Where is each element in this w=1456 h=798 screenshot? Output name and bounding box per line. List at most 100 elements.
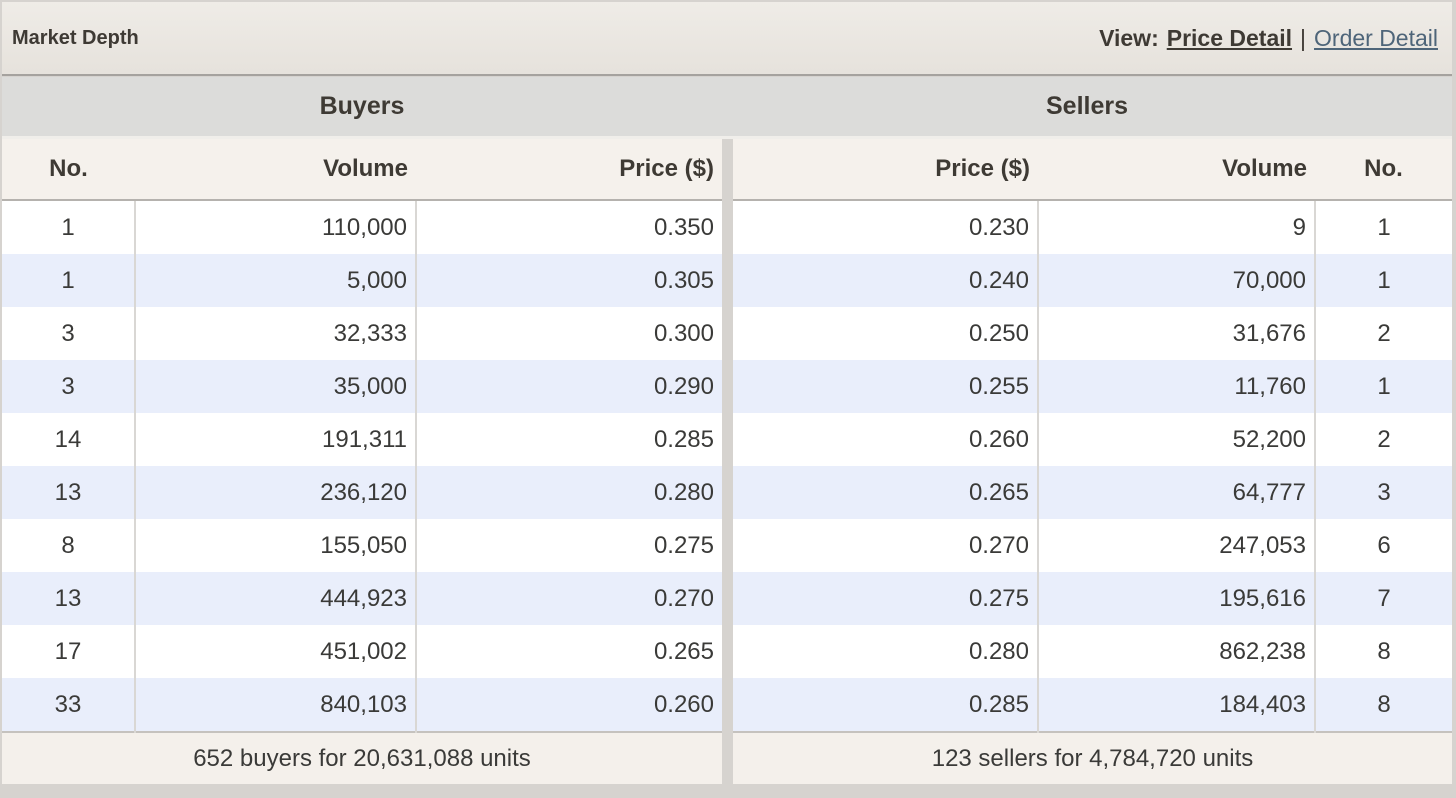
table-cell: 32,333 (134, 307, 416, 360)
table-cell: 0.350 (415, 200, 722, 254)
table-row: 3 32,333 0.300 (2, 307, 722, 360)
view-label: View: (1099, 24, 1159, 51)
table-cell: 7 (1314, 572, 1452, 625)
table-cell: 0.275 (733, 572, 1038, 625)
table-cell: 195,616 (1037, 572, 1315, 625)
table-cell: 0.280 (733, 625, 1038, 678)
table-cell: 13 (2, 572, 135, 625)
depth-tables: No. Volume Price ($) 1 110,000 0.350 1 5,000… (2, 139, 1452, 784)
buyers-section-title: Buyers (319, 92, 405, 120)
table-row: 13 444,923 0.270 (2, 572, 722, 625)
table-cell: 64,777 (1037, 466, 1315, 519)
table-row: 0.285 184,403 8 (733, 678, 1452, 732)
table-cell: 13 (2, 466, 135, 519)
table-row: 0.265 64,777 3 (733, 466, 1452, 519)
table-cell: 0.240 (733, 254, 1038, 307)
table-cell: 451,002 (134, 625, 416, 678)
table-cell: 5,000 (134, 254, 416, 307)
buyers-col-price: Price ($) (416, 139, 722, 201)
table-cell: 862,238 (1037, 625, 1315, 678)
sellers-summary: 123 sellers for 4,784,720 units (733, 731, 1452, 784)
table-cell: 6 (1314, 519, 1452, 572)
table-cell: 33 (2, 678, 135, 732)
table-cell: 0.285 (733, 678, 1038, 732)
table-cell: 31,676 (1037, 307, 1315, 360)
table-cell: 0.300 (415, 307, 722, 360)
table-cell: 0.265 (415, 625, 722, 678)
sellers-table: Price ($) Volume No. 0.230 9 1 0.240 70,000 1… (733, 139, 1452, 784)
table-cell: 0.230 (733, 200, 1038, 254)
table-row: 0.230 9 1 (733, 200, 1452, 254)
table-cell: 236,120 (134, 466, 416, 519)
table-row: 0.240 70,000 1 (733, 254, 1452, 307)
view-link-price-detail[interactable]: Price Detail (1166, 24, 1293, 51)
table-cell: 1 (2, 254, 135, 307)
buyers-summary: 652 buyers for 20,631,088 units (2, 731, 722, 784)
table-cell: 1 (1314, 360, 1452, 413)
table-cell: 1 (1314, 254, 1452, 307)
table-row: 0.270 247,053 6 (733, 519, 1452, 572)
titlebar: Market Depth View: Price Detail | Order … (2, 2, 1452, 76)
table-row: 0.250 31,676 2 (733, 307, 1452, 360)
table-cell: 444,923 (134, 572, 416, 625)
table-cell: 70,000 (1037, 254, 1315, 307)
table-cell: 155,050 (134, 519, 416, 572)
table-cell: 1 (1314, 200, 1452, 254)
table-cell: 0.270 (733, 519, 1038, 572)
buyers-header-row: No. Volume Price ($) (2, 139, 722, 201)
table-cell: 0.285 (415, 413, 722, 466)
buyers-col-no: No. (2, 139, 135, 201)
table-row: 14 191,311 0.285 (2, 413, 722, 466)
sellers-header-row: Price ($) Volume No. (733, 139, 1452, 201)
sellers-col-volume: Volume (1038, 139, 1315, 201)
table-cell: 8 (1314, 625, 1452, 678)
page-title: Market Depth (12, 26, 139, 49)
table-cell: 9 (1037, 200, 1315, 254)
table-cell: 0.280 (415, 466, 722, 519)
table-cell: 110,000 (134, 200, 416, 254)
view-link-order-detail[interactable]: Order Detail (1314, 24, 1438, 51)
table-cell: 0.255 (733, 360, 1038, 413)
buyers-table: No. Volume Price ($) 1 110,000 0.350 1 5,000… (2, 139, 722, 784)
table-cell: 0.305 (415, 254, 722, 307)
table-cell: 17 (2, 625, 135, 678)
table-cell: 0.290 (415, 360, 722, 413)
table-row: 1 5,000 0.305 (2, 254, 722, 307)
table-row: 17 451,002 0.265 (2, 625, 722, 678)
table-cell: 0.260 (415, 678, 722, 732)
buyers-summary-row: 652 buyers for 20,631,088 units (2, 731, 722, 784)
table-row: 0.255 11,760 1 (733, 360, 1452, 413)
table-row: 3 35,000 0.290 (2, 360, 722, 413)
table-gutter (722, 139, 733, 784)
table-cell: 0.260 (733, 413, 1038, 466)
table-cell: 11,760 (1037, 360, 1315, 413)
table-cell: 52,200 (1037, 413, 1315, 466)
table-cell: 14 (2, 413, 135, 466)
table-cell: 3 (2, 360, 135, 413)
buyers-col-volume: Volume (135, 139, 416, 201)
table-cell: 3 (2, 307, 135, 360)
sellers-section-title: Sellers (1045, 92, 1128, 120)
table-row: 8 155,050 0.275 (2, 519, 722, 572)
table-cell: 35,000 (134, 360, 416, 413)
sellers-summary-row: 123 sellers for 4,784,720 units (733, 731, 1452, 784)
view-switcher: View: Price Detail | Order Detail (1099, 25, 1438, 52)
table-cell: 3 (1314, 466, 1452, 519)
table-row: 0.260 52,200 2 (733, 413, 1452, 466)
sellers-col-no: No. (1315, 139, 1452, 201)
table-row: 1 110,000 0.350 (2, 200, 722, 254)
table-row: 13 236,120 0.280 (2, 466, 722, 519)
table-cell: 247,053 (1037, 519, 1315, 572)
sellers-col-price: Price ($) (733, 139, 1038, 201)
table-cell: 840,103 (134, 678, 416, 732)
table-cell: 1 (2, 200, 135, 254)
table-cell: 0.265 (733, 466, 1038, 519)
table-row: 0.275 195,616 7 (733, 572, 1452, 625)
table-cell: 191,311 (134, 413, 416, 466)
table-cell: 2 (1314, 413, 1452, 466)
table-cell: 0.275 (415, 519, 722, 572)
table-row: 33 840,103 0.260 (2, 678, 722, 732)
table-cell: 184,403 (1037, 678, 1315, 732)
table-cell: 0.270 (415, 572, 722, 625)
